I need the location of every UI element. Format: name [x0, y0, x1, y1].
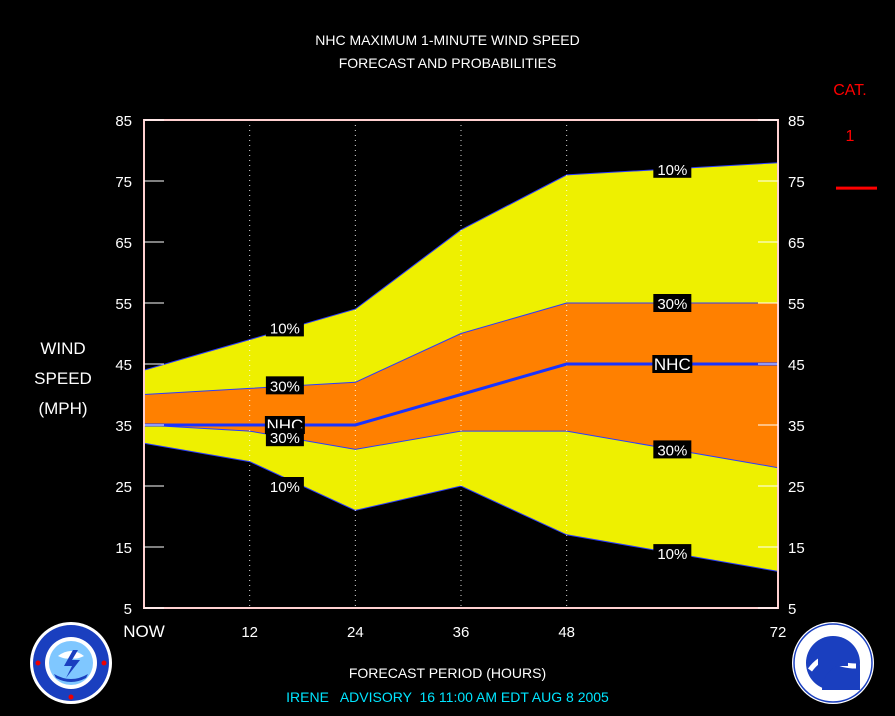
x-tick-label-4: 48 [558, 624, 575, 641]
y-tick-label-right-65: 65 [788, 235, 805, 252]
category-value: 1 [845, 128, 855, 145]
noaa-logo-icon [792, 622, 874, 704]
y-tick-label-left-15: 15 [115, 540, 132, 557]
annotation-box-1 [265, 376, 304, 395]
x-tick-label-0: NOW [123, 622, 165, 641]
y-tick-label-right-55: 55 [788, 296, 805, 313]
annotation-box-8 [653, 440, 692, 459]
band-1-lower-edge [143, 424, 779, 469]
annotation-box-4 [265, 477, 304, 495]
y-tick-label-right-85: 85 [788, 113, 805, 130]
annotation-label-8: 30% [657, 442, 687, 459]
annotation-label-9: 10% [657, 546, 687, 563]
category-label: CAT. [833, 82, 867, 99]
annotation-label-6: 30% [657, 296, 687, 313]
annotation-box-0 [265, 318, 304, 337]
band-1-upper-edge [143, 302, 778, 395]
x-tick-label-3: 36 [453, 624, 470, 641]
annotation-box-9 [653, 544, 692, 563]
nws-logo-icon [30, 622, 112, 704]
x-axis-title: FORECAST PERIOD (HOURS) [348, 665, 547, 681]
y-tick-label-left-45: 45 [115, 357, 132, 374]
advisory-footer: IRENE ADVISORY 16 11:00 AM EDT AUG 8 200… [286, 689, 609, 705]
annotation-box-7 [652, 355, 693, 373]
x-tick-label-5: 72 [770, 624, 787, 641]
x-tick-label-2: 24 [347, 624, 364, 641]
annotation-label-5: 10% [657, 162, 687, 179]
annotation-label-3: 30% [270, 430, 300, 447]
annotation-label-1: 30% [270, 378, 300, 395]
y-tick-label-right-35: 35 [788, 418, 805, 435]
y-tick-label-right-25: 25 [788, 479, 805, 496]
chart-subtitle: FORECAST AND PROBABILITIES [338, 55, 557, 71]
y-tick-label-left-35: 35 [115, 418, 132, 435]
y-tick-label-left-25: 25 [115, 479, 132, 496]
annotation-box-3 [265, 428, 304, 447]
annotation-label-7: NHC [654, 355, 691, 374]
annotation-label-4: 10% [270, 479, 300, 496]
y-tick-label-left-55: 55 [115, 296, 132, 313]
y-tick-label-right-5: 5 [788, 601, 796, 618]
y-tick-label-right-15: 15 [788, 540, 805, 557]
annotation-box-5 [653, 159, 692, 178]
annotation-box-6 [653, 294, 692, 312]
band-0-lower-edge [143, 442, 779, 572]
chart-title: NHC MAXIMUM 1-MINUTE WIND SPEED [315, 32, 580, 48]
y-tick-label-left-75: 75 [115, 174, 132, 191]
y-axis-label-line-1: WIND [40, 339, 86, 358]
y-tick-label-right-45: 45 [788, 357, 805, 374]
y-tick-label-left-85: 85 [115, 113, 132, 130]
y-axis-label-line-3: (MPH) [38, 399, 88, 418]
nhc-forecast-line [144, 362, 778, 427]
annotation-label-0: 10% [270, 320, 300, 337]
band-0-upper-edge [143, 162, 779, 371]
x-tick-label-1: 12 [241, 624, 258, 641]
y-tick-label-right-75: 75 [788, 174, 805, 191]
y-axis-label-line-2: SPEED [34, 369, 92, 388]
y-tick-label-left-65: 65 [115, 235, 132, 252]
y-tick-label-left-5: 5 [124, 601, 132, 618]
